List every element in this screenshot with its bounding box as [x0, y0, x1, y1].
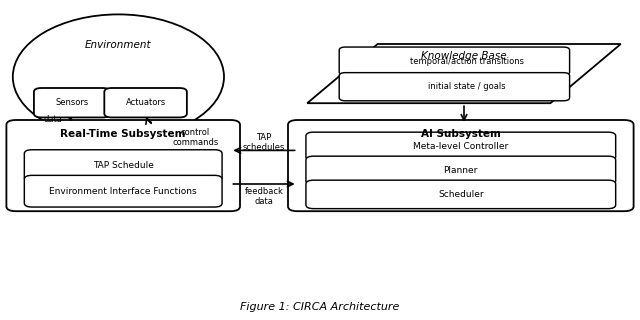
FancyBboxPatch shape	[24, 150, 222, 181]
FancyBboxPatch shape	[339, 73, 570, 101]
FancyBboxPatch shape	[104, 88, 187, 117]
Text: AI Subsystem: AI Subsystem	[421, 129, 500, 140]
Text: Figure 1: CIRCA Architecture: Figure 1: CIRCA Architecture	[240, 302, 400, 312]
Text: Environment: Environment	[85, 40, 152, 50]
FancyBboxPatch shape	[339, 47, 570, 75]
Text: Planner: Planner	[444, 166, 478, 175]
FancyBboxPatch shape	[306, 132, 616, 161]
Text: Real-Time Subsystem: Real-Time Subsystem	[60, 129, 186, 140]
FancyBboxPatch shape	[24, 175, 222, 207]
Text: Meta-level Controller: Meta-level Controller	[413, 142, 508, 151]
FancyBboxPatch shape	[306, 180, 616, 209]
Text: Knowledge Base: Knowledge Base	[421, 51, 507, 61]
Text: data: data	[43, 115, 62, 124]
FancyBboxPatch shape	[34, 88, 110, 117]
Text: Environment Interface Functions: Environment Interface Functions	[49, 187, 197, 196]
Text: feedback
data: feedback data	[244, 187, 284, 206]
Text: TAP
schedules: TAP schedules	[243, 133, 285, 152]
FancyBboxPatch shape	[288, 120, 634, 211]
Text: TAP Schedule: TAP Schedule	[93, 161, 154, 170]
Text: Sensors: Sensors	[56, 98, 88, 107]
Text: control
commands: control commands	[172, 128, 218, 147]
Text: Actuators: Actuators	[125, 98, 166, 107]
Text: Scheduler: Scheduler	[438, 190, 484, 199]
Text: temporal/action transitions: temporal/action transitions	[410, 57, 524, 66]
Ellipse shape	[13, 14, 224, 139]
Text: initial state / goals: initial state / goals	[428, 82, 506, 91]
Polygon shape	[307, 44, 621, 103]
FancyBboxPatch shape	[306, 156, 616, 185]
FancyBboxPatch shape	[6, 120, 240, 211]
